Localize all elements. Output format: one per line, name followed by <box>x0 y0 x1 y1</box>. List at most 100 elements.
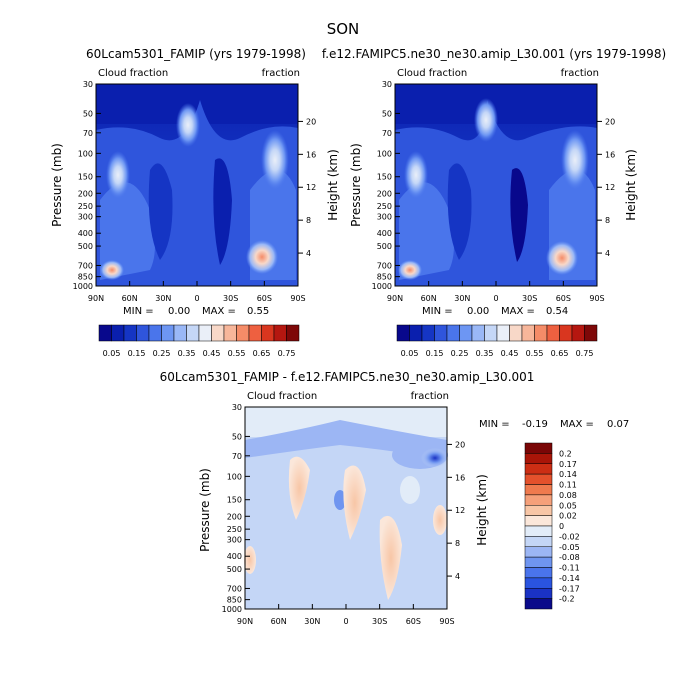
panel3-colorbar-swatch <box>524 588 553 599</box>
panel2-colorbar-swatch <box>496 324 510 342</box>
panel3-colorbar-label: 0.11 <box>559 481 577 490</box>
panel2-colorbar-swatch <box>546 324 560 342</box>
panel-1-colorbar: 0.05 0.15 0.25 0.35 0.45 0.55 0.65 0.75 <box>98 324 300 358</box>
panel3-x-tick-label: 90S <box>439 617 454 626</box>
panel2-y2-tick-label: 12 <box>605 183 615 192</box>
panel-2-title: f.e12.FAMIPC5.ne30_ne30.amip_L30.001 (yr… <box>322 47 666 61</box>
panel3-colorbar-label: -0.02 <box>559 532 580 541</box>
panel3-x-tick-label: 0 <box>343 617 348 626</box>
panel-3-ylabel: Pressure (mb) <box>198 468 212 552</box>
panel3-y-tick-label: 850 <box>227 596 242 605</box>
panel3-y2-tick-label: 12 <box>455 506 465 515</box>
panel-1-min-label: MIN = <box>123 306 154 317</box>
panel-2-field <box>394 83 598 287</box>
panel3-y-tick-label: 100 <box>227 472 242 481</box>
panel2-colorbar-label: 0.45 <box>501 349 519 358</box>
panel3-colorbar-swatch <box>524 577 553 589</box>
panel1-colorbar-label: 0.35 <box>178 349 196 358</box>
panel1-colorbar-swatch <box>248 324 262 342</box>
panel2-colorbar-swatch <box>509 324 523 342</box>
panel2-colorbar-swatch <box>396 324 410 342</box>
panel1-colorbar-swatch <box>136 324 150 342</box>
panel3-colorbar-swatch <box>524 473 553 485</box>
panel2-colorbar-label: 0.35 <box>476 349 494 358</box>
panel2-colorbar-label: 0.05 <box>401 349 419 358</box>
panel3-y2-tick-label: 8 <box>455 539 460 548</box>
panel3-y-tick-label: 700 <box>227 584 242 593</box>
panel1-x-tick-label: 30S <box>223 294 238 303</box>
panel-1-title: 60Lcam5301_FAMIP (yrs 1979-1998) <box>86 47 306 61</box>
panel3-y2-tick-label: 20 <box>455 440 465 449</box>
panel3-colorbar-label: -0.17 <box>559 584 580 593</box>
panel-1-right-label: fraction <box>262 68 300 79</box>
panel1-colorbar-label: 0.75 <box>278 349 296 358</box>
panel2-x-tick-label: 60N <box>421 294 437 303</box>
panel2-y-tick-label: 100 <box>377 149 392 158</box>
panel3-x-tick-label: 30S <box>372 617 387 626</box>
panel2-colorbar-swatch <box>459 324 473 342</box>
panel1-colorbar-swatch <box>123 324 137 342</box>
panel-3-colorbar: 0.20.170.140.110.080.050.020-0.02-0.05-0… <box>524 442 580 610</box>
panel-3-left-label: Cloud fraction <box>247 391 317 402</box>
panel-2-max-label: MAX = <box>501 306 535 317</box>
panel1-colorbar-label: 0.25 <box>153 349 171 358</box>
panel-3-min-label: MIN = <box>479 419 510 430</box>
panel2-y-tick-label: 1000 <box>372 282 392 291</box>
panel1-x-tick-label: 90N <box>88 294 104 303</box>
panel-3: 60Lcam5301_FAMIP - f.e12.FAMIPC5.ne30_ne… <box>160 370 630 626</box>
panel2-y-tick-label: 150 <box>377 173 392 182</box>
panel-3-y2-ticks: 20 16 12 8 4 <box>447 440 465 581</box>
panel-1-ylabel: Pressure (mb) <box>50 143 64 227</box>
panel2-y-tick-label: 700 <box>377 261 392 270</box>
panel1-y-tick-label: 400 <box>78 229 93 238</box>
panel-1-field <box>95 83 299 287</box>
panel-2-min-value: 0.00 <box>467 306 489 317</box>
panel1-x-tick-label: 30N <box>155 294 171 303</box>
panel-3-title: 60Lcam5301_FAMIP - f.e12.FAMIPC5.ne30_ne… <box>160 370 535 384</box>
panel2-y2-tick-label: 20 <box>605 117 615 126</box>
panel1-colorbar-label: 0.15 <box>128 349 146 358</box>
panel1-y-tick-label: 70 <box>83 129 93 138</box>
panel3-y-tick-label: 50 <box>232 432 242 441</box>
panel3-y-tick-label: 70 <box>232 452 242 461</box>
panel1-y-tick-label: 30 <box>83 80 93 89</box>
panel1-y2-tick-label: 4 <box>306 249 311 258</box>
panel-3-max-value: 0.07 <box>607 419 629 430</box>
panel2-colorbar-label: 0.75 <box>576 349 594 358</box>
panel2-y-tick-label: 200 <box>377 189 392 198</box>
panel-2-ylabel: Pressure (mb) <box>349 143 363 227</box>
figure-title: SON <box>327 20 360 38</box>
panel1-colorbar-swatch <box>98 324 112 342</box>
panel3-y-tick-label: 400 <box>227 552 242 561</box>
panel3-colorbar-label: 0 <box>559 522 564 531</box>
panel1-y-tick-label: 200 <box>78 189 93 198</box>
panel2-colorbar-swatch <box>446 324 460 342</box>
panel2-colorbar-swatch <box>409 324 423 342</box>
panel2-y-tick-label: 300 <box>377 213 392 222</box>
panel-2-y2label: Height (km) <box>624 149 638 220</box>
panel2-colorbar-swatch <box>571 324 585 342</box>
panel-1-max-label: MAX = <box>202 306 236 317</box>
panel1-x-tick-label: 0 <box>194 294 199 303</box>
panel2-colorbar-label: 0.55 <box>526 349 544 358</box>
panel2-colorbar-swatch <box>584 324 598 342</box>
panel-3-x-ticks: 90N 60N 30N 0 30S 60S 90S <box>237 604 455 626</box>
panel1-y2-tick-label: 12 <box>306 183 316 192</box>
panel2-y-tick-label: 400 <box>377 229 392 238</box>
panel-2-right-label: fraction <box>561 68 599 79</box>
panel1-y-tick-label: 850 <box>78 273 93 282</box>
panel-2-max-value: 0.54 <box>546 306 568 317</box>
panel-2-colorbar: 0.05 0.15 0.25 0.35 0.45 0.55 0.65 0.75 <box>396 324 598 358</box>
panel1-colorbar-swatch <box>111 324 125 342</box>
panel1-colorbar-label: 0.65 <box>253 349 271 358</box>
panel1-colorbar-label: 0.55 <box>228 349 246 358</box>
panel1-colorbar-swatch <box>236 324 250 342</box>
panel1-y2-tick-label: 20 <box>306 117 316 126</box>
panel1-x-tick-label: 60N <box>122 294 138 303</box>
panel-3-right-label: fraction <box>411 391 449 402</box>
panel3-y2-tick-label: 4 <box>455 572 460 581</box>
panel3-colorbar-swatch <box>524 505 553 516</box>
panel2-x-tick-label: 30N <box>454 294 470 303</box>
panel3-y-tick-label: 1000 <box>222 605 242 614</box>
